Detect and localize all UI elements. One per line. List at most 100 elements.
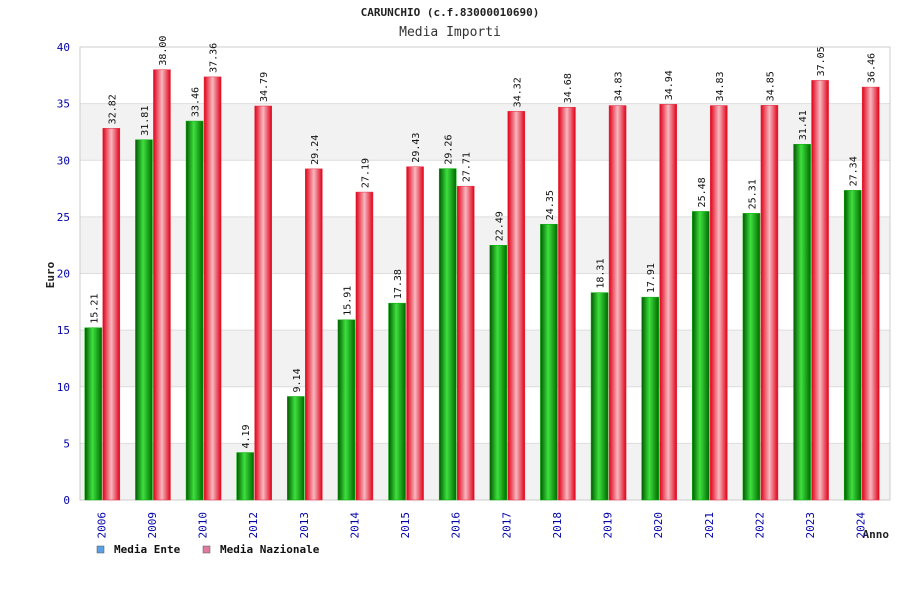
bar-media-ente — [692, 211, 710, 501]
data-label-media-ente: 25.48 — [697, 177, 708, 207]
bar-media-nazionale — [203, 76, 222, 501]
x-tick-label: 2016 — [450, 512, 463, 539]
bar-media-nazionale — [811, 80, 829, 501]
x-tick-label: 2013 — [298, 512, 311, 539]
bar-media-ente — [540, 223, 558, 501]
bar-media-nazionale — [861, 86, 880, 501]
y-tick-label: 20 — [57, 268, 70, 281]
x-tick-label: 2009 — [146, 512, 159, 539]
data-label-media-nazionale: 34.94 — [664, 70, 675, 100]
data-label-media-nazionale: 32.82 — [107, 94, 118, 124]
x-tick-label: 2020 — [652, 512, 665, 539]
legend-swatch — [96, 545, 105, 554]
bar-media-nazionale — [153, 69, 171, 501]
bar-media-nazionale — [406, 166, 424, 501]
data-label-media-nazionale: 34.68 — [563, 73, 574, 103]
chart-title: CARUNCHIO (c.f.83000010690) — [360, 6, 540, 19]
data-label-media-ente: 31.81 — [140, 106, 151, 136]
x-tick-label: 2012 — [247, 512, 260, 539]
data-label-media-ente: 17.91 — [646, 263, 657, 293]
bar-media-ente — [793, 144, 811, 501]
x-tick-label: 2006 — [95, 512, 108, 539]
bar-media-nazionale — [710, 105, 728, 501]
legend-label: Media Ente — [114, 543, 181, 556]
y-tick-label: 40 — [57, 41, 70, 54]
bar-media-nazionale — [355, 191, 374, 501]
x-tick-label: 2022 — [753, 512, 766, 539]
data-label-media-nazionale: 36.46 — [867, 53, 878, 83]
bar-media-nazionale — [456, 185, 475, 501]
bar-media-ente — [185, 120, 204, 501]
x-tick-label: 2019 — [602, 512, 615, 539]
bar-media-ente — [84, 327, 103, 501]
x-tick-label: 2021 — [703, 512, 716, 539]
data-label-media-nazionale: 38.00 — [158, 36, 169, 66]
bar-media-ente — [135, 139, 153, 501]
bar-media-nazionale — [760, 105, 779, 501]
bar-media-ente — [337, 319, 356, 501]
bar-media-ente — [489, 245, 508, 501]
data-label-media-nazionale: 34.83 — [614, 71, 625, 101]
data-label-media-ente: 9.14 — [292, 368, 303, 392]
y-tick-label: 5 — [63, 437, 70, 450]
data-label-media-nazionale: 34.32 — [512, 77, 523, 107]
y-tick-label: 10 — [57, 381, 70, 394]
data-label-media-nazionale: 37.36 — [209, 43, 220, 73]
bar-media-nazionale — [254, 105, 272, 501]
y-tick-label: 25 — [57, 211, 70, 224]
bar-media-nazionale — [558, 106, 576, 501]
x-tick-label: 2015 — [399, 512, 412, 539]
data-label-media-ente: 25.31 — [747, 179, 758, 209]
data-label-media-ente: 24.35 — [545, 190, 556, 220]
y-tick-label: 0 — [63, 494, 70, 507]
data-label-media-nazionale: 34.79 — [259, 72, 270, 102]
data-label-media-ente: 31.41 — [798, 110, 809, 140]
bar-media-ente — [287, 396, 305, 501]
x-tick-label: 2014 — [348, 512, 361, 539]
legend-label: Media Nazionale — [220, 543, 320, 556]
bar-media-ente — [438, 168, 457, 501]
bar-media-ente — [236, 452, 254, 501]
data-label-media-ente: 15.91 — [342, 286, 353, 316]
bar-media-ente — [641, 296, 659, 501]
x-tick-label: 2018 — [551, 512, 564, 539]
data-label-media-ente: 33.46 — [191, 87, 202, 117]
data-label-media-ente: 17.38 — [393, 269, 404, 299]
y-tick-label: 15 — [57, 324, 70, 337]
data-label-media-ente: 18.31 — [596, 259, 607, 289]
bar-media-ente — [742, 213, 761, 501]
plot-frame — [79, 46, 891, 501]
y-tick-label: 35 — [57, 98, 70, 111]
data-label-media-ente: 4.19 — [241, 424, 252, 448]
x-tick-label: 2023 — [804, 512, 817, 539]
y-axis-label: Euro — [44, 261, 57, 288]
bar-media-ente — [843, 190, 862, 501]
x-tick-label: 2024 — [855, 512, 868, 539]
y-tick-label: 30 — [57, 154, 70, 167]
data-label-media-ente: 27.34 — [849, 156, 860, 186]
x-tick-label: 2010 — [197, 512, 210, 539]
data-label-media-nazionale: 34.83 — [715, 71, 726, 101]
data-label-media-nazionale: 29.43 — [411, 133, 422, 163]
data-label-media-nazionale: 27.19 — [360, 158, 371, 188]
bar-media-nazionale — [102, 128, 121, 501]
data-label-media-nazionale: 37.05 — [816, 46, 827, 76]
x-tick-label: 2017 — [500, 512, 513, 539]
data-label-media-nazionale: 34.85 — [765, 71, 776, 101]
bar-media-nazionale — [659, 104, 677, 501]
bar-media-nazionale — [608, 105, 627, 501]
data-label-media-ente: 29.26 — [444, 135, 455, 165]
legend-swatch — [202, 545, 211, 554]
x-axis-label: Anno — [863, 528, 890, 541]
bar-media-ente — [388, 302, 406, 501]
data-label-media-nazionale: 27.71 — [462, 152, 473, 182]
data-label-media-ente: 22.49 — [494, 211, 505, 241]
chart-subtitle: Media Importi — [399, 25, 501, 40]
bar-media-ente — [590, 292, 609, 501]
data-label-media-nazionale: 29.24 — [310, 135, 321, 165]
bar-media-nazionale — [507, 111, 526, 501]
bar-media-nazionale — [305, 168, 323, 501]
data-label-media-ente: 15.21 — [89, 294, 100, 324]
